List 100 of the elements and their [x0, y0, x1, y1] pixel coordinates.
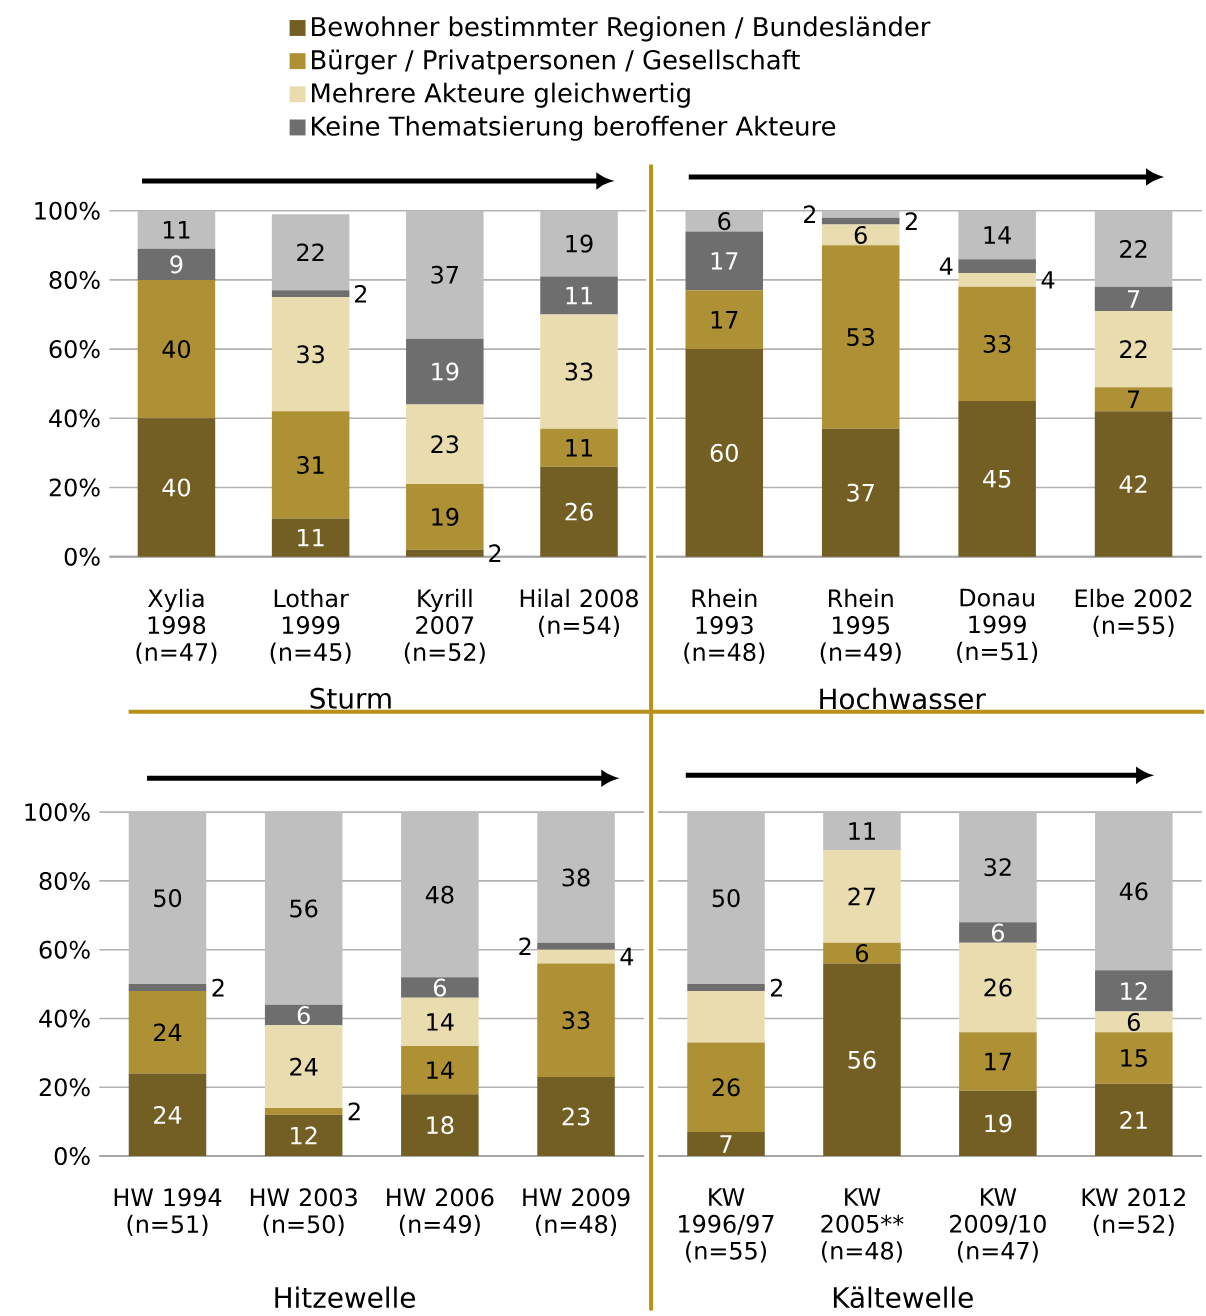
- x-tick-label: Elbe 2002 (n=55): [1075, 588, 1192, 637]
- bar: [128, 984, 207, 991]
- legend-label: Keine Thematsierung beroffener Akteure: [311, 115, 836, 141]
- y-tick-label: 60%: [39, 940, 90, 959]
- bar: [1094, 311, 1173, 388]
- bar: [271, 411, 350, 519]
- bar: [537, 963, 615, 1077]
- data-label: 6: [991, 923, 1004, 942]
- data-label: 24: [290, 1057, 318, 1076]
- bar: [687, 812, 765, 985]
- bar: [823, 942, 901, 964]
- y-tick-label: 0%: [54, 1147, 90, 1166]
- bar: [405, 404, 484, 485]
- x-tick-label: HW 1994 (n=51): [114, 1188, 222, 1236]
- bar: [687, 990, 765, 1043]
- data-label: 6: [1127, 1012, 1140, 1031]
- data-label: 12: [291, 1126, 317, 1145]
- data-label: 31: [297, 455, 324, 475]
- x-axis-title: Hochwasser: [820, 687, 986, 710]
- data-label: 56: [290, 899, 318, 918]
- bar: [959, 942, 1037, 1033]
- bar: [128, 990, 207, 1074]
- data-label: 48: [425, 885, 454, 904]
- x-tick-label: HW 2009 (n=48): [523, 1188, 630, 1236]
- data-label: 27: [848, 887, 876, 906]
- data-label: 50: [154, 889, 182, 908]
- bar: [405, 338, 484, 405]
- data-label: 33: [565, 362, 593, 381]
- bar: [405, 484, 484, 550]
- data-label: 6: [433, 978, 446, 997]
- y-tick-label: 80%: [39, 871, 90, 890]
- legend-label: Mehrere Akteure gleichwertig: [311, 82, 690, 108]
- bar: [264, 1004, 343, 1026]
- y-tick-label: 40%: [39, 1009, 90, 1028]
- data-label: 2: [354, 284, 366, 303]
- data-label: 6: [718, 212, 731, 231]
- bar: [959, 1090, 1037, 1157]
- bar: [687, 1042, 765, 1132]
- data-label: 42: [1119, 475, 1147, 493]
- data-label: 7: [720, 1135, 732, 1153]
- bar: [959, 1032, 1037, 1091]
- bar: [128, 812, 207, 985]
- data-label: 46: [1119, 882, 1148, 901]
- bar: [685, 290, 763, 350]
- y-tick-label: 20%: [39, 1078, 90, 1097]
- data-label: 19: [432, 507, 459, 526]
- data-label: 17: [985, 1052, 1011, 1071]
- data-label: 11: [298, 528, 324, 547]
- bar: [405, 549, 484, 557]
- bar: [271, 518, 350, 557]
- bar: [264, 1025, 343, 1108]
- data-label: 18: [427, 1116, 454, 1135]
- data-label: 9: [170, 255, 183, 274]
- data-label: 45: [983, 469, 1011, 488]
- data-label: 11: [849, 822, 875, 840]
- data-label: 19: [432, 362, 459, 381]
- data-label: 2: [348, 1102, 360, 1121]
- y-tick-label: 100%: [35, 201, 100, 220]
- bar: [821, 224, 900, 246]
- data-label: 4: [939, 257, 953, 275]
- data-label: 2: [905, 212, 917, 230]
- data-label: 19: [566, 234, 593, 253]
- data-label: 4: [1041, 271, 1055, 289]
- bar: [264, 1114, 343, 1157]
- bar: [540, 428, 618, 467]
- data-label: 40: [162, 340, 190, 359]
- data-label: 50: [712, 889, 740, 908]
- bar: [537, 942, 615, 950]
- bar: [540, 276, 618, 315]
- bar: [958, 400, 1036, 557]
- data-label: 22: [297, 243, 324, 262]
- x-tick-label: Rhein 1993 (n=48): [684, 588, 765, 664]
- data-label: 14: [427, 1013, 454, 1031]
- data-label: 24: [154, 1023, 182, 1042]
- x-axis-title: Sturm: [310, 687, 391, 709]
- bar: [540, 466, 618, 557]
- bar: [537, 1076, 615, 1157]
- y-tick-label: 0%: [64, 547, 100, 566]
- data-label: 2: [489, 544, 501, 563]
- bar: [540, 314, 618, 429]
- bar: [137, 248, 216, 280]
- data-label: 6: [297, 1006, 310, 1025]
- y-tick-label: 60%: [49, 340, 100, 359]
- bar: [685, 210, 763, 232]
- data-label: 23: [431, 435, 459, 454]
- bar: [401, 812, 479, 978]
- bar: [821, 217, 900, 225]
- data-label: 38: [562, 868, 590, 887]
- data-label: 53: [847, 327, 874, 347]
- x-axis-title: Kältewelle: [833, 1286, 973, 1309]
- bar: [823, 812, 901, 850]
- data-label: 11: [566, 438, 592, 457]
- data-label: 26: [712, 1078, 740, 1097]
- bar: [264, 1107, 343, 1115]
- data-label: 33: [297, 345, 324, 364]
- data-label: 2: [519, 937, 531, 956]
- bar: [1094, 411, 1173, 557]
- data-label: 26: [984, 978, 1012, 997]
- data-label: 11: [163, 221, 190, 239]
- bar: [958, 259, 1036, 274]
